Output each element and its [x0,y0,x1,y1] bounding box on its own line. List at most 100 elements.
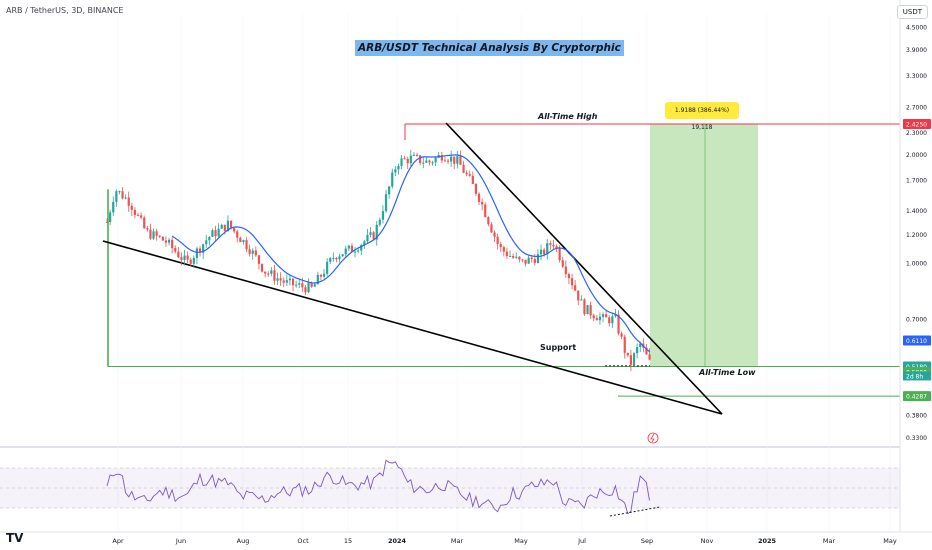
time-tick-label: Aug [237,537,250,545]
candle-body [121,191,124,199]
price-tick-label: 1.7000 [906,177,927,184]
price-tick-label: 0.3300 [906,435,927,442]
candle-body [307,282,310,293]
candle-body [208,236,211,241]
price-label-tag [903,391,931,402]
candle-body [186,255,189,260]
price-tick-label: 0.7000 [906,317,927,324]
candle-body [515,256,518,258]
countdown-text: 2d 8h [906,373,923,380]
candle-body [592,315,595,319]
rsi-line [106,459,650,515]
candle-body [291,278,295,286]
candle-body [487,217,490,225]
candle-body [524,259,527,264]
tradingview-logo: TV [6,531,24,545]
price-tick-label: 1.0000 [906,261,927,268]
candle-body [220,224,223,229]
candle-body [267,273,270,275]
candle-body [502,247,505,252]
candle-body [632,353,636,365]
time-tick-label: Apr [112,537,124,545]
time-tick-label: May [883,537,897,545]
candle-body [226,220,230,231]
candle-body [527,257,530,264]
candle-body [583,299,586,315]
symbol-label: ARB / TetherUS, 3D, BINANCE [6,6,124,15]
candle-body [428,160,431,163]
candle-body [363,241,366,246]
time-tick-label: 2024 [388,537,407,545]
candle-body [260,263,264,272]
target-zone-rect [650,124,758,367]
price-tick-label: 2.7000 [906,105,927,112]
candle-body [350,245,354,252]
candle-body [552,244,555,247]
candle-body [335,258,338,260]
candle-body [195,248,199,258]
moving-average [171,154,650,353]
candle-body [239,237,242,243]
price-tick-label: 0.3800 [906,413,927,420]
candle-body [338,256,341,260]
candle-body [419,155,422,164]
candle-body [372,232,375,240]
candle-body [518,256,521,260]
candle-body [360,245,363,251]
candle-body [477,193,481,202]
candle-body [217,228,220,237]
candle-body [589,305,592,316]
candle-body [285,280,288,283]
candle-body [205,240,208,245]
time-tick-label: Mar [823,537,836,545]
candle-body [499,244,502,248]
lower-wedge-line [102,240,723,415]
candle-body [183,255,186,261]
candle-body [384,194,388,212]
candle-body [505,251,509,257]
candle-body [236,231,239,238]
price-label-tag [903,335,931,346]
price-tick-label: 4.5000 [906,24,927,31]
candle-body [130,205,133,210]
candle-body [369,232,372,235]
candle-body [543,249,546,255]
candle-body [329,258,332,262]
time-tick-label: Jul [577,537,586,545]
ath-label: All-Time High [538,112,598,121]
candle-body [174,248,177,252]
candle-body [295,284,298,286]
candle-body [471,175,474,184]
candle-body [567,274,571,279]
candle-body [617,314,620,334]
candle-body [264,271,267,274]
currency-badge[interactable]: USDT [896,5,928,19]
axis-background [900,0,932,550]
candle-body [539,249,543,255]
candle-body [223,224,226,231]
price-tick-label: 3.3000 [906,73,927,80]
candle-body [105,221,109,223]
candle-body [496,236,499,245]
candle-body [605,314,608,318]
candle-body [648,354,651,360]
rsi-pane: 80.0060.0040.0020.0035.76 [0,456,931,523]
candle-body [140,215,143,218]
candle-body [549,243,552,245]
candle-body [403,158,406,160]
candle-body [313,284,316,287]
candle-body [136,214,140,216]
candle-body [639,343,642,348]
candle-body [598,316,602,321]
candle-body [459,156,462,165]
candle-body [273,270,276,281]
candle-body [319,274,323,277]
target-zone [107,123,900,397]
price-label-text: 2.4250 [906,122,927,129]
candle-body [521,259,524,261]
candle-body [561,260,564,267]
candle-body [490,224,493,233]
support-label: Support [540,343,577,352]
candle-body [347,245,350,249]
